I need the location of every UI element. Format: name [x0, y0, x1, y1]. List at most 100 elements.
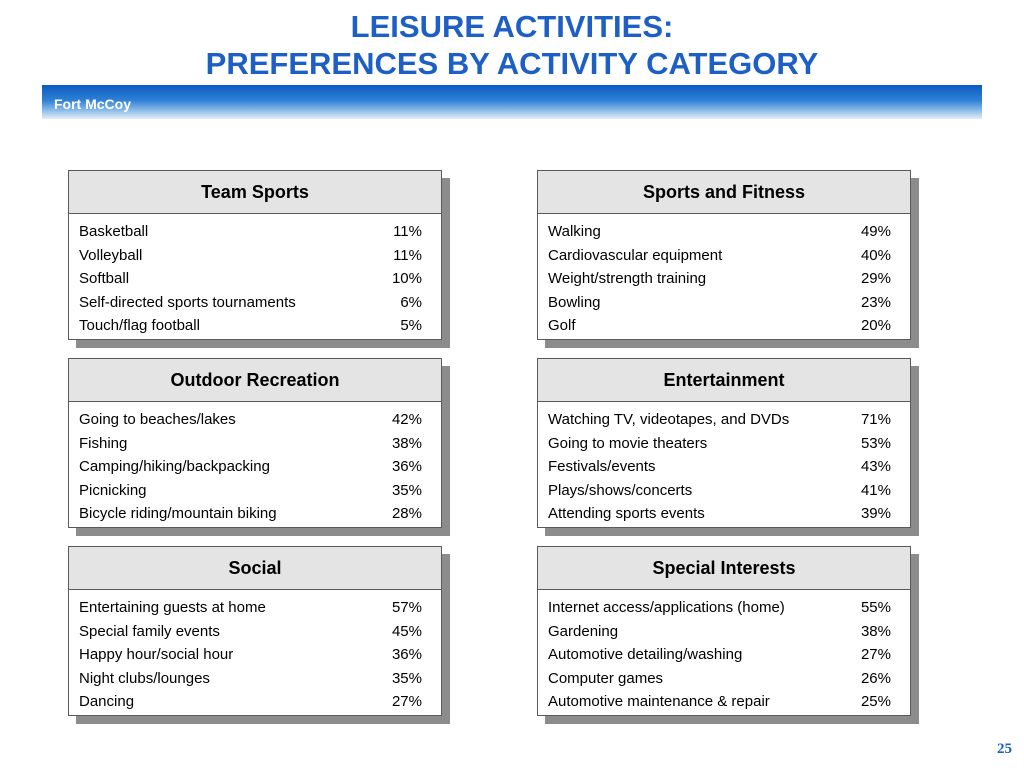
- activity-row: Golf 20%: [538, 314, 910, 338]
- activity-percentage: 20%: [860, 317, 891, 334]
- activity-label: Walking: [548, 223, 601, 240]
- category-card-special-interests: Special Interests Internet access/applica…: [537, 546, 919, 724]
- activity-row: Bicycle riding/mountain biking 28%: [69, 502, 441, 526]
- activity-list: Entertaining guests at home 57% Special fa…: [69, 590, 441, 714]
- banner-label: Fort McCoy: [54, 96, 131, 112]
- activity-percentage: 49%: [860, 223, 891, 240]
- activity-label: Softball: [79, 270, 130, 287]
- activity-label: Special family events: [79, 622, 220, 640]
- activity-label: Basketball: [79, 223, 149, 240]
- card-box: Outdoor Recreation Going to beaches/lakes…: [68, 358, 442, 528]
- activity-percentage: 11%: [393, 223, 422, 240]
- activity-row: Bowling 23%: [538, 291, 910, 315]
- activity-percentage: 71%: [860, 411, 891, 428]
- page-title: LEISURE ACTIVITIES: PREFERENCES BY ACTIV…: [0, 8, 1024, 82]
- category-title: Sports and Fitness: [538, 171, 910, 214]
- category-title: Special Interests: [538, 547, 910, 590]
- title-line-2: PREFERENCES BY ACTIVITY CATEGORY: [205, 46, 819, 81]
- activity-list: Walking 49% Cardiovascular equipment 40% Wei…: [538, 214, 910, 338]
- category-card-sports-and-fitness: Sports and Fitness Walking 49% Cardiovascul…: [537, 170, 919, 348]
- activity-percentage: 23%: [860, 293, 891, 311]
- activity-label: Happy hour/social hour: [79, 646, 234, 663]
- activity-percentage: 35%: [391, 669, 422, 687]
- activity-percentage: 6%: [400, 293, 422, 311]
- card-box: Social Entertaining guests at home 57% Spec…: [68, 546, 442, 716]
- activity-label: Bowling: [548, 293, 601, 311]
- activity-list: Going to beaches/lakes 42% Fishing 38% Campi…: [69, 402, 441, 526]
- activity-list: Watching TV, videotapes, and DVDs 71% Goin…: [538, 402, 910, 526]
- card-box: Sports and Fitness Walking 49% Cardiovascul…: [537, 170, 911, 340]
- activity-percentage: 36%: [391, 458, 422, 475]
- activity-row: Computer games 26%: [538, 667, 910, 691]
- category-card-team-sports: Team Sports Basketball 11% Volleyball 11% Sof…: [68, 170, 450, 348]
- activity-label: Plays/shows/concerts: [548, 481, 693, 499]
- activity-percentage: 10%: [391, 270, 422, 287]
- category-card-social: Social Entertaining guests at home 57% Spec…: [68, 546, 450, 724]
- category-title: Entertainment: [538, 359, 910, 402]
- activity-label: Volleyball: [79, 246, 143, 264]
- activity-row: Internet access/applications (home) 55%: [538, 596, 910, 620]
- activity-row: Fishing 38%: [69, 432, 441, 456]
- activity-label: Internet access/applications (home): [548, 599, 785, 616]
- activity-percentage: 27%: [391, 693, 422, 710]
- category-card-entertainment: Entertainment Watching TV, videotapes, an…: [537, 358, 919, 536]
- activity-percentage: 38%: [860, 622, 891, 640]
- activity-row: Walking 49%: [538, 220, 910, 244]
- activity-label: Attending sports events: [548, 505, 705, 522]
- category-title: Team Sports: [69, 171, 441, 214]
- activity-percentage: 29%: [860, 270, 891, 287]
- activity-row: Automotive detailing/washing 27%: [538, 643, 910, 667]
- activity-row: Picnicking 35%: [69, 479, 441, 503]
- activity-label: Touch/flag football: [79, 317, 200, 334]
- activity-percentage: 25%: [860, 693, 891, 710]
- activity-label: Fishing: [79, 434, 128, 452]
- activity-row: Happy hour/social hour 36%: [69, 643, 441, 667]
- activity-label: Computer games: [548, 669, 664, 687]
- category-card-outdoor-recreation: Outdoor Recreation Going to beaches/lakes…: [68, 358, 450, 536]
- activity-percentage: 40%: [860, 246, 891, 264]
- activity-row: Volleyball 11%: [69, 244, 441, 268]
- activity-label: Camping/hiking/backpacking: [79, 458, 270, 475]
- activity-label: Watching TV, videotapes, and DVDs: [548, 411, 790, 428]
- activity-row: Going to beaches/lakes 42%: [69, 408, 441, 432]
- category-title: Social: [69, 547, 441, 590]
- card-box: Team Sports Basketball 11% Volleyball 11% Sof…: [68, 170, 442, 340]
- activity-percentage: 55%: [860, 599, 891, 616]
- activity-label: Automotive detailing/washing: [548, 646, 743, 663]
- activity-row: Watching TV, videotapes, and DVDs 71%: [538, 408, 910, 432]
- category-title: Outdoor Recreation: [69, 359, 441, 402]
- activity-row: Attending sports events 39%: [538, 502, 910, 526]
- activity-row: Weight/strength training 29%: [538, 267, 910, 291]
- activity-row: Cardiovascular equipment 40%: [538, 244, 910, 268]
- activity-percentage: 26%: [860, 669, 891, 687]
- activity-row: Camping/hiking/backpacking 36%: [69, 455, 441, 479]
- activity-label: Automotive maintenance & repair: [548, 693, 770, 710]
- activity-row: Plays/shows/concerts 41%: [538, 479, 910, 503]
- activity-label: Night clubs/lounges: [79, 669, 210, 687]
- card-box: Special Interests Internet access/applica…: [537, 546, 911, 716]
- activity-label: Cardiovascular equipment: [548, 246, 723, 264]
- activity-label: Weight/strength training: [548, 270, 707, 287]
- activity-percentage: 41%: [860, 481, 891, 499]
- activity-row: Dancing 27%: [69, 690, 441, 714]
- activity-row: Gardening 38%: [538, 620, 910, 644]
- activity-label: Going to movie theaters: [548, 434, 708, 452]
- activity-percentage: 57%: [391, 599, 422, 616]
- activity-label: Golf: [548, 317, 576, 334]
- title-line-1: LEISURE ACTIVITIES:: [350, 9, 674, 44]
- activity-row: Entertaining guests at home 57%: [69, 596, 441, 620]
- activity-percentage: 36%: [391, 646, 422, 663]
- activity-label: Picnicking: [79, 481, 147, 499]
- activity-percentage: 5%: [400, 317, 422, 334]
- activity-row: Basketball 11%: [69, 220, 441, 244]
- activity-label: Dancing: [79, 693, 135, 710]
- activity-percentage: 45%: [391, 622, 422, 640]
- activity-label: Self-directed sports tournaments: [79, 293, 296, 311]
- activity-percentage: 35%: [391, 481, 422, 499]
- activity-list: Basketball 11% Volleyball 11% Softball 10% Sel…: [69, 214, 441, 338]
- activity-row: Festivals/events 43%: [538, 455, 910, 479]
- activity-percentage: 43%: [860, 458, 891, 475]
- activity-row: Night clubs/lounges 35%: [69, 667, 441, 691]
- activity-row: Touch/flag football 5%: [69, 314, 441, 338]
- activity-percentage: 38%: [391, 434, 422, 452]
